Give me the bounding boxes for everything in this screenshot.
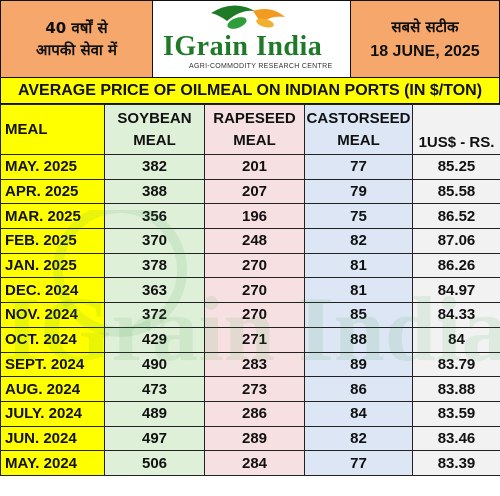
usd-rs-cell: 83.46 (412, 425, 500, 452)
soybean-cell: 497 (104, 425, 205, 452)
month-cell: APR. 2025 (0, 178, 105, 205)
usd-rs-cell: 86.26 (412, 252, 500, 279)
col-soybean: SOYBEAN MEAL (104, 104, 205, 155)
soybean-cell: 382 (104, 154, 205, 180)
month-cell: DEC. 2024 (0, 277, 105, 304)
rapeseed-cell: 284 (204, 450, 305, 476)
rapeseed-cell: 248 (204, 228, 305, 254)
report-date: 18 JUNE, 2025 (370, 42, 480, 60)
header: 40 वर्षों से आपकी सेवा में IGrain India … (0, 0, 500, 78)
header-row: MEAL SOYBEAN MEAL RAPESEED MEAL CASTORSEED… (0, 104, 500, 155)
castorseed-cell: 79 (304, 178, 413, 205)
month-cell: SEPT. 2024 (0, 351, 105, 378)
table-row: SEPT. 2024 490 283 89 83.79 (0, 351, 500, 378)
col-castorseed: CASTORSEED MEAL (304, 104, 413, 155)
table-row: JUN. 2024 497 289 82 83.46 (0, 425, 500, 452)
header-right-box: सबसे सटीक 18 JUNE, 2025 (350, 0, 500, 78)
castorseed-cell: 77 (304, 450, 413, 476)
table-row: JULY. 2024 489 286 84 83.59 (0, 400, 500, 427)
price-table: MEAL SOYBEAN MEAL RAPESEED MEAL CASTORSEED… (0, 104, 500, 476)
usd-rs-cell: 83.88 (412, 376, 500, 402)
usd-rs-cell: 84 (412, 326, 500, 353)
castorseed-cell: 84 (304, 400, 413, 427)
soybean-cell: 370 (104, 228, 205, 254)
table-row: APR. 2025 388 207 79 85.58 (0, 178, 500, 205)
usd-rs-cell: 83.79 (412, 351, 500, 378)
rapeseed-cell: 270 (204, 252, 305, 279)
rapeseed-cell: 201 (204, 154, 305, 180)
month-cell: MAY. 2025 (0, 154, 105, 180)
soybean-cell: 378 (104, 252, 205, 279)
rapeseed-cell: 196 (204, 203, 305, 230)
month-cell: JUN. 2024 (0, 425, 105, 452)
table-row: AUG. 2024 473 273 86 83.88 (0, 376, 500, 402)
brand-logo: IGrain India AGRI-COMMODITY RESEARCH CEN… (153, 0, 350, 78)
castorseed-cell: 85 (304, 302, 413, 328)
experience-line-2: आपकी सेवा में (35, 41, 118, 59)
col-rapeseed: RAPESEED MEAL (204, 104, 305, 155)
soybean-cell: 506 (104, 450, 205, 476)
usd-rs-cell: 84.97 (412, 277, 500, 304)
castorseed-cell: 86 (304, 376, 413, 402)
rapeseed-cell: 207 (204, 178, 305, 205)
month-cell: NOV. 2024 (0, 302, 105, 328)
table-row: FEB. 2025 370 248 82 87.06 (0, 228, 500, 254)
experience-line-1: 40 वर्षों से (45, 19, 108, 37)
table-title: AVERAGE PRICE OF OILMEAL ON INDIAN PORTS… (0, 78, 500, 104)
castorseed-cell: 82 (304, 425, 413, 452)
soybean-cell: 429 (104, 326, 205, 353)
castorseed-cell: 81 (304, 252, 413, 279)
table-row: NOV. 2024 372 270 85 84.33 (0, 302, 500, 328)
castorseed-cell: 81 (304, 277, 413, 304)
rapeseed-cell: 283 (204, 351, 305, 378)
usd-rs-cell: 85.58 (412, 178, 500, 205)
usd-rs-cell: 84.33 (412, 302, 500, 328)
col-meal: MEAL (0, 104, 105, 155)
rapeseed-cell: 270 (204, 277, 305, 304)
rapeseed-cell: 271 (204, 326, 305, 353)
castorseed-cell: 77 (304, 154, 413, 180)
table-row: MAR. 2025 356 196 75 86.52 (0, 203, 500, 230)
soybean-cell: 388 (104, 178, 205, 205)
table-row: MAY. 2024 506 284 77 83.39 (0, 450, 500, 476)
month-cell: JULY. 2024 (0, 400, 105, 427)
logo-name: IGrain India (163, 31, 323, 62)
usd-rs-cell: 85.25 (412, 154, 500, 180)
soybean-cell: 363 (104, 277, 205, 304)
soybean-cell: 473 (104, 376, 205, 402)
month-cell: JAN. 2025 (0, 252, 105, 279)
soybean-cell: 490 (104, 351, 205, 378)
usd-rs-cell: 83.59 (412, 400, 500, 427)
rapeseed-cell: 273 (204, 376, 305, 402)
castorseed-cell: 88 (304, 326, 413, 353)
table-row: DEC. 2024 363 270 81 84.97 (0, 277, 500, 304)
soybean-cell: 356 (104, 203, 205, 230)
rapeseed-cell: 289 (204, 425, 305, 452)
soybean-cell: 372 (104, 302, 205, 328)
month-cell: MAY. 2024 (0, 450, 105, 476)
usd-rs-cell: 87.06 (412, 228, 500, 254)
castorseed-cell: 75 (304, 203, 413, 230)
castorseed-cell: 89 (304, 351, 413, 378)
table-row: OCT. 2024 429 271 88 84 (0, 326, 500, 353)
month-cell: AUG. 2024 (0, 376, 105, 402)
rapeseed-cell: 270 (204, 302, 305, 328)
castorseed-cell: 82 (304, 228, 413, 254)
table-row: MAY. 2025 382 201 77 85.25 (0, 154, 500, 180)
table-row: JAN. 2025 378 270 81 86.26 (0, 252, 500, 279)
month-cell: FEB. 2025 (0, 228, 105, 254)
month-cell: MAR. 2025 (0, 203, 105, 230)
col-usd-rs: 1US$ - RS. (412, 104, 500, 155)
wheat-grain-icon (211, 5, 285, 29)
rapeseed-cell: 286 (204, 400, 305, 427)
logo-subtitle: AGRI-COMMODITY RESEARCH CENTRE (189, 63, 333, 70)
header-left-box: 40 वर्षों से आपकी सेवा में (0, 0, 153, 78)
month-cell: OCT. 2024 (0, 326, 105, 353)
accuracy-tagline: सबसे सटीक (391, 17, 459, 36)
soybean-cell: 489 (104, 400, 205, 427)
usd-rs-cell: 83.39 (412, 450, 500, 476)
usd-rs-cell: 86.52 (412, 203, 500, 230)
